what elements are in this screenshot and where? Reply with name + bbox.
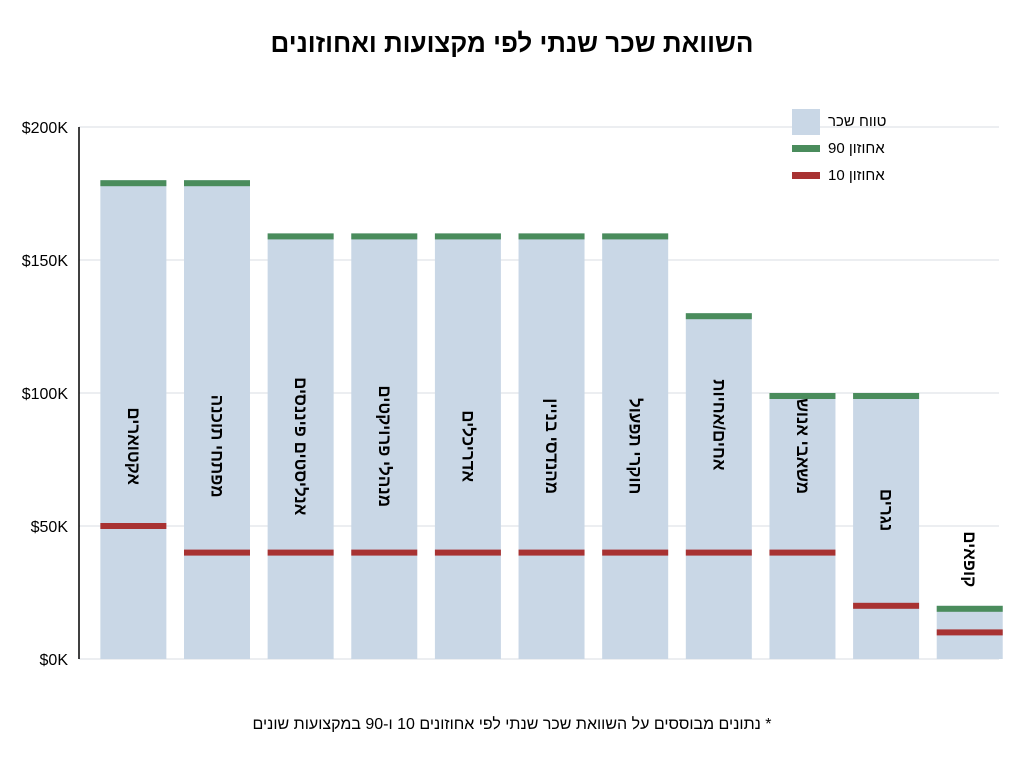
legend-swatch-p10 xyxy=(792,172,820,179)
p10-marker xyxy=(769,549,836,556)
range-bar xyxy=(434,233,501,659)
p90-marker xyxy=(853,393,920,399)
category-label: משאבי אנוש xyxy=(793,398,812,494)
p90-marker xyxy=(602,233,669,240)
category-label: אקטוארים xyxy=(124,407,143,485)
category-label: מפתחי תוכנה xyxy=(208,395,227,498)
y-tick-label: $200K xyxy=(22,120,69,137)
p10-marker xyxy=(434,549,501,556)
category-label: נגרים xyxy=(877,489,896,531)
category-label: מהנדסי בניין xyxy=(542,398,561,494)
p90-marker xyxy=(685,313,752,320)
range-bar xyxy=(267,233,334,659)
p10-marker xyxy=(853,602,920,609)
legend-item-p90: אחוזון 90 xyxy=(792,135,942,162)
chart-title: השוואת שכר שנתי לפי מקצועות ואחוזונים xyxy=(270,28,754,58)
range-bar xyxy=(602,233,669,659)
category-label: אחים/אחיות xyxy=(709,379,728,471)
legend-label-p90: אחוזון 90 xyxy=(828,140,885,157)
category-label: מנהלי פרויקטים xyxy=(375,385,394,507)
p90-marker xyxy=(184,180,250,187)
legend-item-range: טווח שכר xyxy=(792,108,942,135)
p10-marker xyxy=(602,549,669,556)
range-bar xyxy=(100,180,167,659)
range-bar xyxy=(769,393,836,659)
legend-item-p10: אחוזון 10 xyxy=(792,162,942,189)
labels-layer: אקטוארים מפתחי תוכנה אנליסטים פיננסים מנהלי… xyxy=(124,377,979,587)
range-bar xyxy=(184,180,250,659)
legend-swatch-range xyxy=(792,108,820,135)
p90-marker xyxy=(936,605,1003,612)
p10-marker xyxy=(351,549,418,556)
range-bar xyxy=(518,233,585,659)
footnote: * נתונים מבוססים על השוואת שכר שנתי לפי … xyxy=(252,716,772,733)
y-tick-label: $0K xyxy=(40,652,69,669)
category-label: אדריכלים xyxy=(458,410,477,482)
y-tick-label: $150K xyxy=(22,253,69,270)
category-label: קופאים xyxy=(960,531,979,587)
range-bar xyxy=(685,313,752,659)
p10-marker xyxy=(100,523,167,529)
range-bar xyxy=(351,233,418,659)
p90-marker xyxy=(351,233,418,240)
p10-marker xyxy=(936,629,1003,636)
legend-label-range: טווח שכר xyxy=(828,113,887,130)
p10-marker xyxy=(184,549,250,556)
p90-marker xyxy=(434,233,501,240)
category-label: חוקרי תפעול xyxy=(626,398,645,494)
p10-marker xyxy=(685,549,752,556)
range-bar xyxy=(853,393,920,659)
axis-layer: $0K $50K $100K $150K $200K xyxy=(22,120,80,669)
salary-chart: אקטוארים מפתחי תוכנה אנליסטים פיננסים מנהלי… xyxy=(22,120,1003,669)
legend-swatch-p90 xyxy=(792,145,820,152)
p90-marker xyxy=(267,233,334,240)
category-label: אנליסטים פיננסים xyxy=(291,377,310,516)
p10-marker xyxy=(518,549,585,556)
p90-marker xyxy=(769,393,836,399)
y-tick-label: $50K xyxy=(31,519,69,536)
legend-label-p10: אחוזון 10 xyxy=(828,167,885,184)
p90-marker xyxy=(100,180,167,187)
p90-marker xyxy=(518,233,585,240)
y-tick-label: $100K xyxy=(22,386,69,403)
p10-marker xyxy=(267,549,334,556)
legend: טווח שכר אחוזון 90 אחוזון 10 xyxy=(792,108,942,189)
bars-layer xyxy=(100,180,1003,659)
